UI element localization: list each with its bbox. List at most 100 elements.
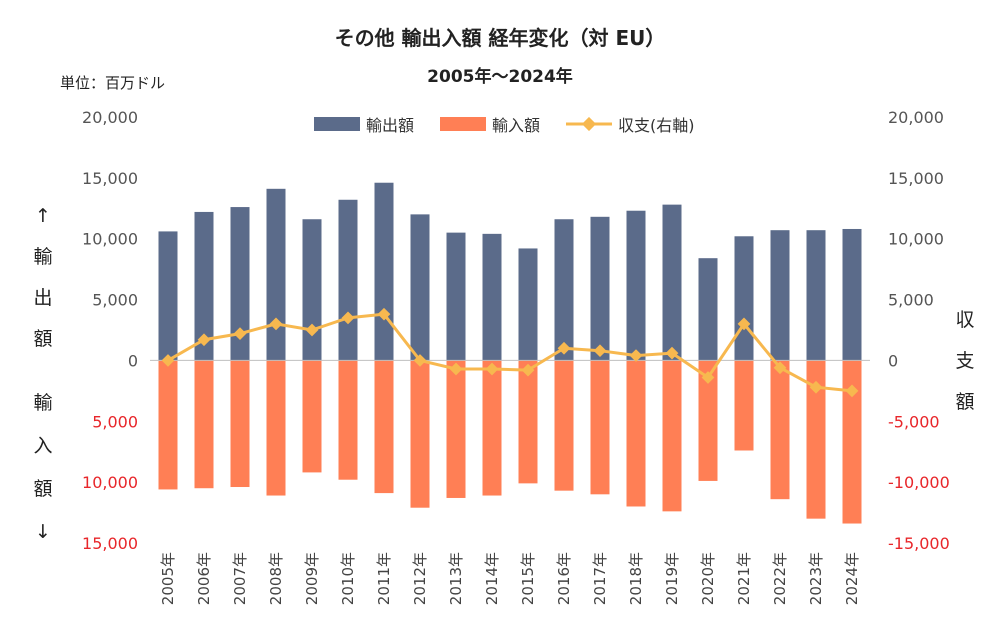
import-bar: [266, 360, 286, 496]
export-bar: [518, 248, 538, 361]
left-axis-label-export: ↑ 輸 出 額: [33, 205, 53, 350]
left-axis-label-import: 輸 入 額 ↓: [33, 392, 53, 543]
x-tick-label: 2013年: [447, 552, 465, 605]
export-bar: [194, 211, 214, 361]
chart-subtitle: 2005年～2024年: [427, 67, 573, 87]
x-tick-label: 2024年: [843, 552, 861, 605]
x-tick-label: 2022年: [771, 552, 789, 605]
export-bar: [158, 231, 178, 361]
export-bar: [806, 230, 826, 361]
x-tick-label: 2023年: [807, 552, 825, 605]
right-tick-label: -15,000: [888, 534, 950, 553]
chart-title: その他 輸出入額 経年変化（対 EU）: [334, 26, 666, 50]
x-tick-label: 2011年: [375, 552, 393, 605]
export-bar: [842, 228, 862, 361]
x-tick-label: 2018年: [627, 552, 645, 605]
x-tick-label: 2006年: [195, 552, 213, 605]
balance-point: [161, 354, 175, 367]
left-tick-label: 15,000: [82, 169, 138, 188]
left-tick-label: 10,000: [82, 473, 138, 492]
right-tick-label: 20,000: [888, 108, 944, 127]
x-tick-label: 2008年: [267, 552, 285, 605]
import-bar: [338, 360, 358, 480]
x-tick-label: 2014年: [483, 552, 501, 605]
x-tick-label: 2020年: [699, 552, 717, 605]
x-tick-label: 2017年: [591, 552, 609, 605]
right-tick-label: 15,000: [888, 169, 944, 188]
legend-item-balance: 収支(右軸): [566, 112, 695, 136]
import-bar: [734, 360, 754, 451]
export-bar: [734, 236, 754, 361]
import-bar: [158, 360, 178, 490]
export-bar: [662, 204, 682, 361]
right-tick-label: 10,000: [888, 230, 944, 249]
import-bar: [194, 360, 214, 489]
import-bar: [806, 360, 826, 519]
import-bar: [662, 360, 682, 512]
export-bar: [230, 207, 250, 361]
export-bar: [410, 214, 430, 361]
left-tick-label: 20,000: [82, 108, 138, 127]
export-bar: [302, 219, 322, 361]
import-bar: [374, 360, 394, 494]
legend-label-import: 輸入額: [492, 116, 541, 135]
x-tick-label: 2005年: [159, 552, 177, 605]
export-bar: [374, 182, 394, 361]
x-tick-label: 2021年: [735, 552, 753, 605]
legend-swatch-export: [314, 117, 360, 131]
legend-item-export: 輸出額: [314, 112, 414, 136]
export-bar: [266, 188, 286, 361]
chart-legend: 輸出額 輸入額 収支(右軸): [314, 112, 721, 136]
left-tick-label: 5,000: [92, 412, 138, 431]
export-bar: [698, 258, 718, 361]
legend-label-balance: 収支(右軸): [618, 116, 695, 135]
import-bar: [446, 360, 466, 498]
left-tick-label: 10,000: [82, 230, 138, 249]
balance-point: [341, 311, 355, 325]
left-tick-label: 5,000: [92, 291, 138, 310]
balance-point: [377, 307, 391, 321]
export-bar: [590, 216, 610, 361]
export-bar: [626, 210, 646, 361]
legend-label-export: 輸出額: [366, 116, 415, 135]
import-bar: [518, 360, 538, 484]
x-tick-label: 2012年: [411, 552, 429, 605]
import-bar: [302, 360, 322, 473]
import-bar: [590, 360, 610, 495]
right-tick-label: -5,000: [888, 412, 940, 431]
x-tick-label: 2016年: [555, 552, 573, 605]
balance-line: [167, 312, 853, 393]
export-bar: [446, 232, 466, 361]
x-tick-label: 2009年: [303, 552, 321, 605]
balance-point: [197, 333, 211, 347]
x-tick-label: 2015年: [519, 552, 537, 605]
balance-point: [413, 354, 427, 367]
export-bar: [482, 233, 502, 361]
import-bar: [770, 360, 790, 500]
import-bar: [698, 360, 718, 481]
legend-swatch-import: [440, 117, 487, 131]
export-bar: [338, 199, 358, 361]
right-tick-label: -10,000: [888, 473, 950, 492]
export-bar: [554, 219, 574, 361]
right-tick-label: 0: [888, 351, 898, 370]
legend-swatch-balance: [566, 117, 613, 131]
balance-point: [305, 323, 319, 337]
left-tick-label: 0: [128, 351, 138, 370]
import-bar: [410, 360, 430, 508]
import-bar: [554, 360, 574, 491]
right-tick-label: 5,000: [888, 291, 934, 310]
export-bar: [770, 230, 790, 361]
x-tick-label: 2007年: [231, 552, 249, 605]
legend-item-import: 輸入額: [440, 112, 540, 136]
balance-point: [485, 362, 499, 376]
x-tick-label: 2019年: [663, 552, 681, 605]
balance-point: [233, 327, 247, 341]
balance-point: [269, 317, 283, 331]
import-bar: [842, 360, 862, 524]
right-axis-label-balance: 収 支 額: [955, 309, 975, 413]
balance-point: [449, 362, 463, 376]
unit-label: 単位：百万ドル: [60, 74, 166, 92]
import-bar: [626, 360, 646, 507]
